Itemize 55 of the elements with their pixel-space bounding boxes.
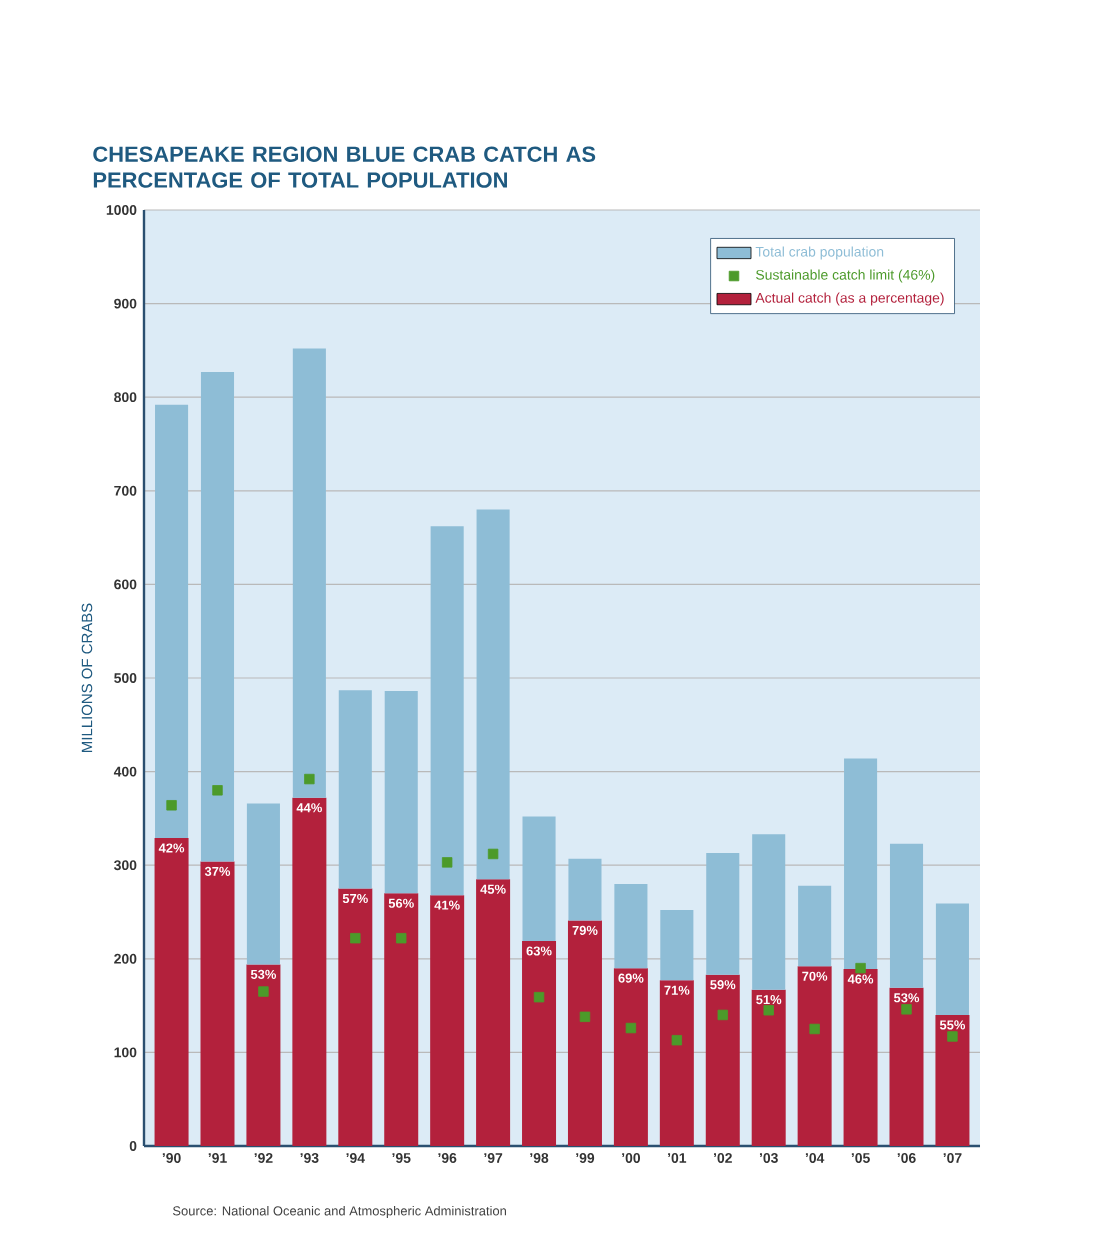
bar [384,691,418,894]
bar [706,853,740,975]
bar [614,883,648,969]
point [487,848,499,860]
bar [476,509,510,880]
bar [522,941,557,1146]
bar [660,910,694,981]
point [809,1023,820,1035]
bar [659,980,694,1146]
point [533,991,545,1003]
bar [338,690,372,889]
point [579,1011,591,1023]
bar [613,968,648,1146]
bar [843,969,878,1146]
point [350,932,361,944]
point [717,1009,728,1021]
bar [384,893,419,1146]
bar [751,989,786,1146]
point [901,1004,912,1015]
point [625,1022,637,1034]
point [855,962,866,974]
bar [476,879,511,1146]
bar [155,404,189,839]
bar [844,758,878,970]
bar [246,803,280,965]
bar [889,843,924,988]
bar [935,1014,970,1146]
chart-title: CHESAPEAKE REGION BLUE CRAB CATCH AS PERCENTAGE OF TOTAL POPULATION [93,146,596,188]
bar [705,974,740,1146]
point [212,785,223,796]
bar [292,348,326,798]
point [304,773,315,785]
bar [752,834,786,990]
bar [522,816,556,941]
bar [567,920,602,1146]
bar [246,964,281,1146]
point [441,857,453,868]
bar [338,888,373,1146]
point [166,800,177,811]
bar [154,838,189,1146]
bar [430,526,464,896]
bar [200,371,235,862]
bar [292,797,327,1146]
point [947,1031,958,1042]
bar [798,885,832,967]
point [763,1005,774,1016]
point [396,932,407,944]
bar [430,895,465,1146]
bar [889,987,924,1146]
bar [568,858,602,921]
bar [200,861,235,1146]
bar [935,903,969,1015]
bar [797,966,832,1146]
point [258,986,269,997]
point [671,1035,683,1046]
